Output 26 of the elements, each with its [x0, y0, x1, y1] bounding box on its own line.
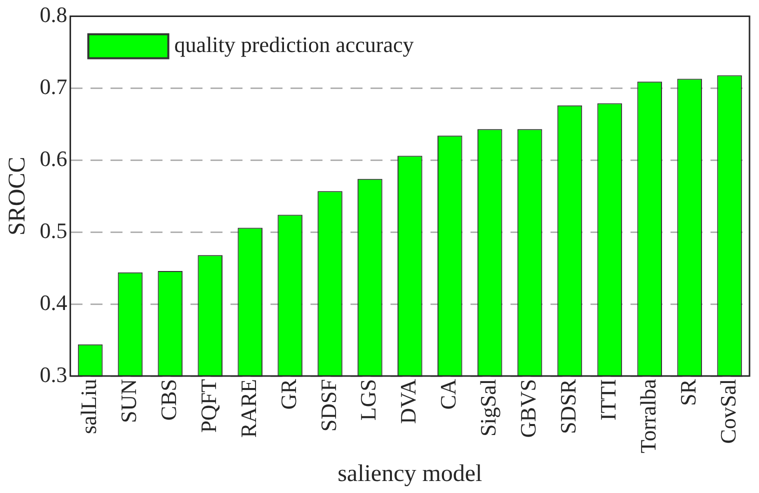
x-tick-label: LGS	[356, 379, 381, 421]
y-tick-label: 0.3	[40, 362, 68, 387]
x-tick-label: Torralba	[635, 378, 660, 454]
x-tick-label: GBVS	[516, 379, 541, 438]
x-tick-label: CBS	[156, 379, 181, 421]
x-tick-label: DVA	[396, 378, 421, 424]
x-tick-label: CovSal	[715, 379, 740, 444]
x-tick-label: SDSF	[316, 379, 341, 432]
y-tick-label: 0.7	[40, 74, 68, 99]
x-tick-label: RARE	[236, 379, 261, 438]
x-tick-label: SR	[675, 378, 700, 406]
x-tick-label: SDSR	[556, 378, 581, 434]
y-axis-title: SROCC	[4, 156, 31, 236]
y-tick-label: 0.6	[40, 146, 68, 171]
x-tick-label: SUN	[116, 378, 142, 424]
y-tick-label: 0.4	[40, 290, 68, 315]
x-tick-label: SigSal	[476, 379, 501, 436]
x-axis-title: saliency model	[338, 460, 483, 487]
x-tick-label: GR	[276, 378, 301, 410]
x-tick-label: PQFT	[196, 378, 221, 433]
legend-label: quality prediction accuracy	[174, 32, 414, 57]
x-tick-label: CA	[436, 378, 461, 410]
y-tick-label: 0.8	[40, 2, 68, 27]
y-tick-label: 0.5	[40, 218, 68, 243]
x-tick-label: ITTI	[595, 379, 620, 421]
x-tick-label: salLiu	[76, 379, 102, 434]
